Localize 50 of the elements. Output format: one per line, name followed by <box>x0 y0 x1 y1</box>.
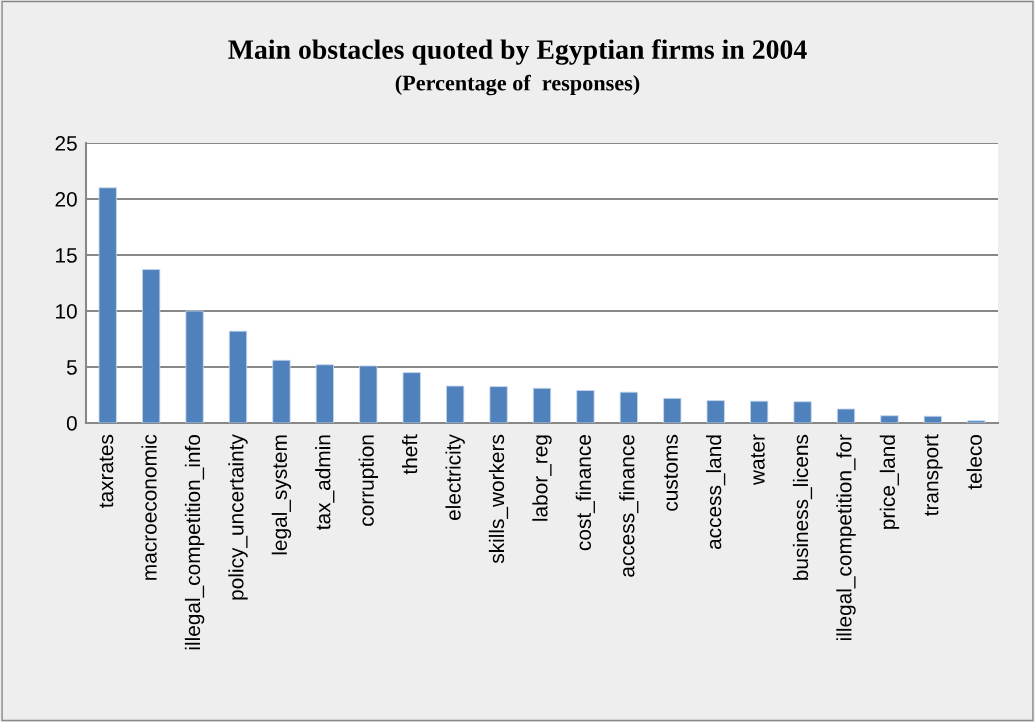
y-tick-label: 0 <box>66 416 77 431</box>
y-tick-label: 10 <box>56 304 77 319</box>
x-tick-label: price_land <box>879 435 900 529</box>
x-tick-label: labor_reg <box>532 435 552 521</box>
x-tick-label: transport <box>924 434 943 516</box>
x-tick-label: business_licens <box>792 434 813 580</box>
bar <box>706 400 725 423</box>
x-tick-label: theft <box>402 434 418 475</box>
x-tick-label: legal_system <box>271 435 292 555</box>
bar <box>359 365 378 423</box>
x-tick-label: access_land <box>706 435 726 550</box>
x-tick-label: corruption <box>358 435 378 526</box>
y-tick-label: 15 <box>56 248 77 263</box>
x-tick-label: macroeconomic <box>141 434 157 580</box>
bar <box>619 391 638 423</box>
x-tick-label: tax_admin <box>315 435 335 530</box>
bar <box>402 372 421 423</box>
bar <box>750 400 769 423</box>
bar <box>836 408 856 423</box>
x-tick-label: policy_uncertainty <box>228 434 248 600</box>
bar <box>185 310 204 423</box>
y-tick-label: 25 <box>55 136 77 151</box>
x-tick-label: taxrates <box>99 434 114 508</box>
bar <box>923 415 942 423</box>
x-tick-label: customs <box>664 434 678 511</box>
bar <box>98 187 117 423</box>
x-tick-label: teleco <box>966 434 982 490</box>
x-tick-label: access_finance <box>619 435 639 577</box>
bar <box>228 330 248 423</box>
bar <box>446 385 465 423</box>
chart-title: Main obstacles quoted by Egyptian firms in 2004 <box>228 39 807 65</box>
bar <box>489 386 508 423</box>
chart-subtitle: (Percentage of responses) <box>395 74 640 96</box>
bar <box>880 415 899 423</box>
bar <box>532 387 552 423</box>
bar <box>967 420 986 423</box>
bar <box>142 269 161 423</box>
x-tick-label: electricity <box>445 434 465 521</box>
bar <box>576 390 595 423</box>
bar <box>663 397 682 423</box>
x-tick-label: water <box>751 434 765 486</box>
x-tick-label: cost_finance <box>575 435 595 551</box>
x-tick-label: skills_workers <box>488 434 509 564</box>
bar <box>272 359 291 423</box>
x-tick-label: illegal_competition_for <box>836 434 856 640</box>
bar <box>793 401 812 423</box>
y-tick-label: 20 <box>55 192 77 207</box>
y-tick-label: 5 <box>66 360 77 375</box>
x-tick-label: illegal_competition_info <box>184 434 205 650</box>
bar <box>315 364 334 423</box>
